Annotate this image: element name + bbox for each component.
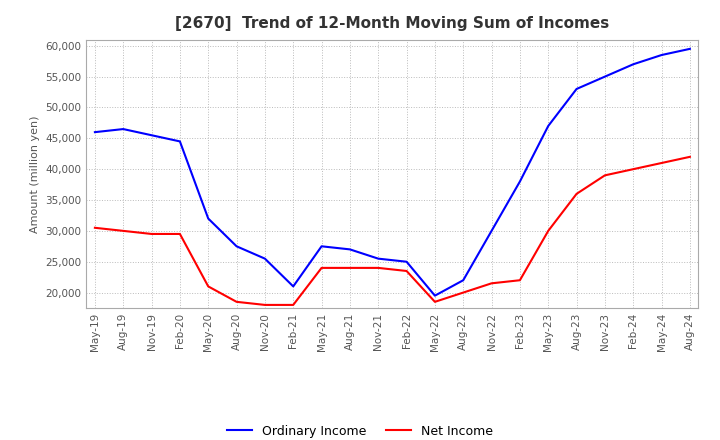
Ordinary Income xyxy=(119,126,127,132)
Ordinary Income xyxy=(204,216,212,221)
Ordinary Income xyxy=(374,256,382,261)
Ordinary Income xyxy=(261,256,269,261)
Net Income xyxy=(516,278,524,283)
Net Income xyxy=(318,265,326,271)
Ordinary Income xyxy=(431,293,439,298)
Net Income xyxy=(91,225,99,231)
Ordinary Income xyxy=(176,139,184,144)
Net Income xyxy=(346,265,354,271)
Net Income xyxy=(289,302,297,308)
Net Income xyxy=(657,160,666,165)
Ordinary Income xyxy=(91,129,99,135)
Net Income xyxy=(459,290,467,295)
Net Income xyxy=(204,284,212,289)
Ordinary Income xyxy=(148,132,156,138)
Net Income xyxy=(176,231,184,237)
Net Income xyxy=(629,166,637,172)
Ordinary Income xyxy=(544,123,552,128)
Ordinary Income xyxy=(289,284,297,289)
Net Income xyxy=(261,302,269,308)
Ordinary Income xyxy=(685,46,694,51)
Net Income xyxy=(119,228,127,234)
Net Income xyxy=(431,299,439,304)
Ordinary Income xyxy=(402,259,411,264)
Ordinary Income xyxy=(629,62,637,67)
Ordinary Income xyxy=(487,228,496,234)
Title: [2670]  Trend of 12-Month Moving Sum of Incomes: [2670] Trend of 12-Month Moving Sum of I… xyxy=(175,16,610,32)
Net Income xyxy=(487,281,496,286)
Ordinary Income xyxy=(318,244,326,249)
Ordinary Income xyxy=(516,179,524,184)
Line: Net Income: Net Income xyxy=(95,157,690,305)
Ordinary Income xyxy=(600,74,609,79)
Ordinary Income xyxy=(459,278,467,283)
Ordinary Income xyxy=(233,244,241,249)
Ordinary Income xyxy=(572,86,581,92)
Net Income xyxy=(148,231,156,237)
Net Income xyxy=(572,191,581,197)
Net Income xyxy=(600,173,609,178)
Net Income xyxy=(685,154,694,159)
Line: Ordinary Income: Ordinary Income xyxy=(95,49,690,296)
Net Income xyxy=(233,299,241,304)
Ordinary Income xyxy=(657,52,666,58)
Net Income xyxy=(402,268,411,274)
Ordinary Income xyxy=(346,247,354,252)
Net Income xyxy=(374,265,382,271)
Net Income xyxy=(544,228,552,234)
Legend: Ordinary Income, Net Income: Ordinary Income, Net Income xyxy=(222,420,498,440)
Y-axis label: Amount (million yen): Amount (million yen) xyxy=(30,115,40,233)
